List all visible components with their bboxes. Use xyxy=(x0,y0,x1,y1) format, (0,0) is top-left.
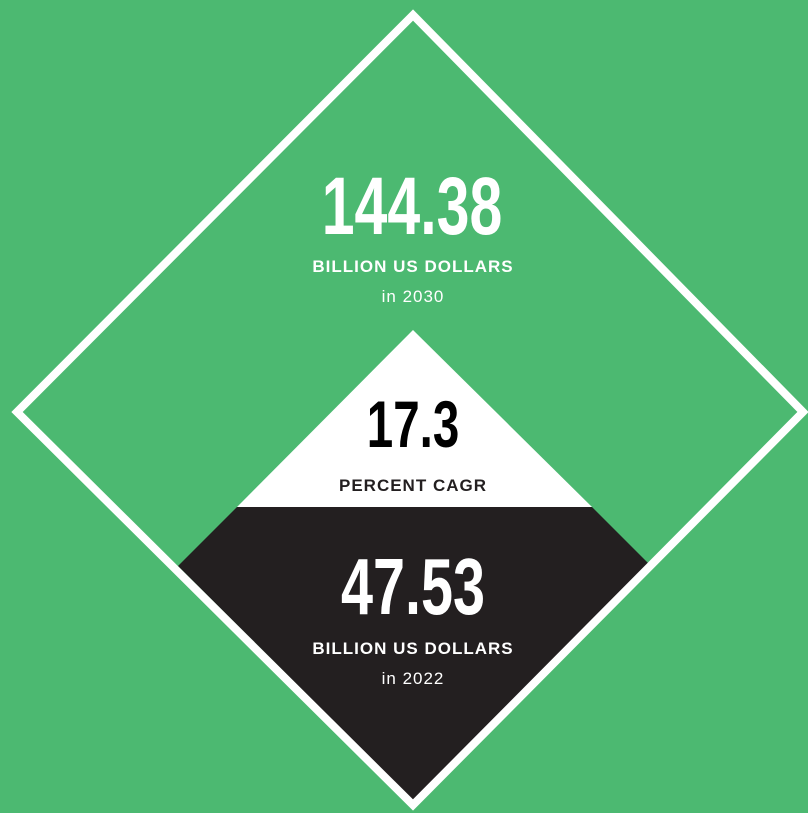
dark-section xyxy=(178,507,651,800)
middle-value: 17.3 xyxy=(367,388,459,461)
bottom-year: in 2022 xyxy=(382,669,445,688)
top-unit: BILLION US DOLLARS xyxy=(312,257,513,276)
white-triangle xyxy=(237,330,592,507)
diamond-outline xyxy=(11,9,808,811)
bottom-unit: BILLION US DOLLARS xyxy=(312,639,513,658)
top-value: 144.38 xyxy=(322,161,503,253)
top-year: in 2030 xyxy=(382,287,445,306)
middle-unit: PERCENT CAGR xyxy=(339,476,487,495)
bottom-value: 47.53 xyxy=(341,542,485,632)
